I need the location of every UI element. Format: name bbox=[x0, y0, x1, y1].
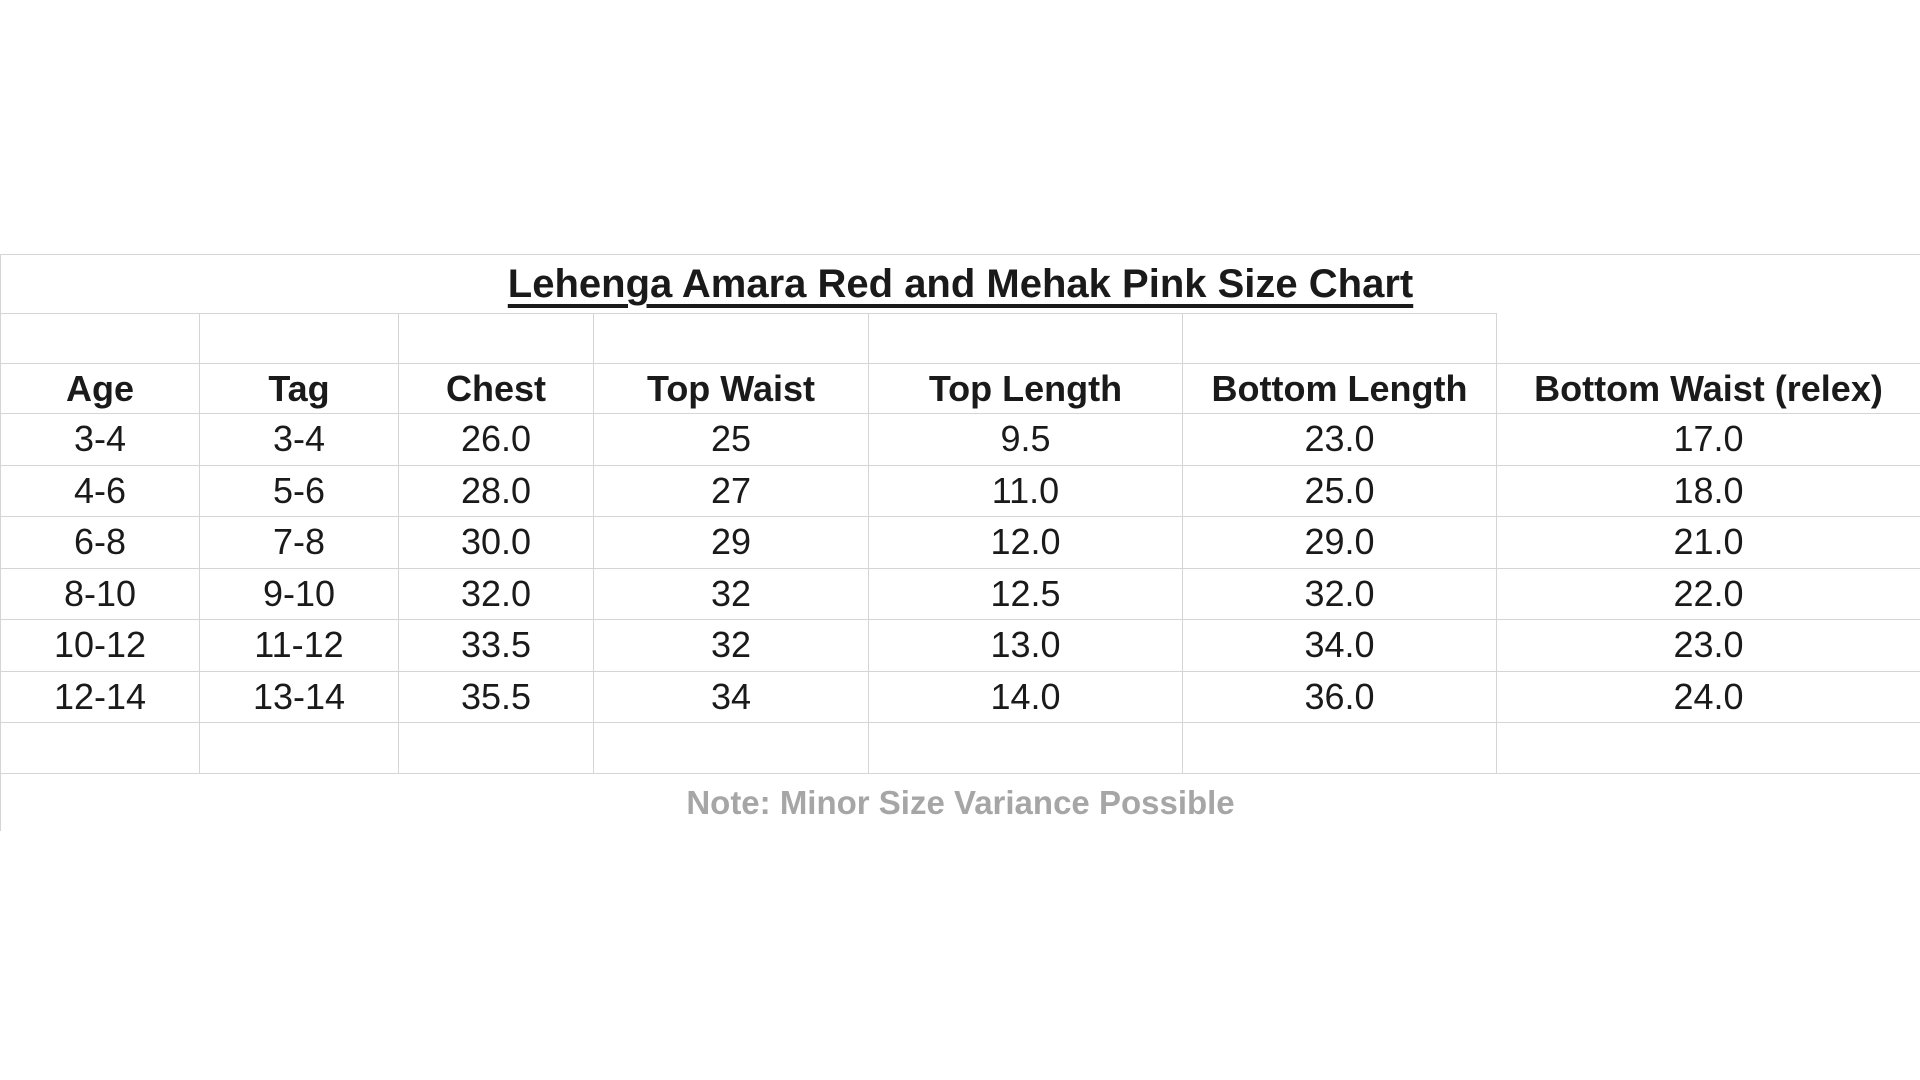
column-header: Top Waist bbox=[593, 363, 868, 413]
empty-cell bbox=[398, 313, 593, 363]
table-cell: 30.0 bbox=[398, 516, 593, 568]
column-header: Tag bbox=[199, 363, 398, 413]
table-title: Lehenga Amara Red and Mehak Pink Size Ch… bbox=[0, 255, 1920, 313]
table-cell: 25.0 bbox=[1182, 464, 1496, 516]
table-cell: 8-10 bbox=[0, 567, 199, 619]
table-cell: 25 bbox=[593, 413, 868, 465]
table-cell: 12.0 bbox=[868, 516, 1182, 568]
table-cell: 27 bbox=[593, 464, 868, 516]
table-cell: 4-6 bbox=[0, 464, 199, 516]
empty-cell bbox=[1182, 722, 1496, 773]
table-cell: 7-8 bbox=[199, 516, 398, 568]
empty-cell bbox=[199, 313, 398, 363]
table-cell: 12-14 bbox=[0, 670, 199, 722]
empty-cell bbox=[1496, 313, 1920, 363]
table-cell: 9.5 bbox=[868, 413, 1182, 465]
table-cell: 10-12 bbox=[0, 619, 199, 671]
table-cell: 32.0 bbox=[398, 567, 593, 619]
empty-cell bbox=[868, 722, 1182, 773]
table-cell: 28.0 bbox=[398, 464, 593, 516]
table-note: Note: Minor Size Variance Possible bbox=[0, 773, 1920, 831]
table-cell: 29.0 bbox=[1182, 516, 1496, 568]
table-cell: 32 bbox=[593, 567, 868, 619]
empty-cell bbox=[1182, 313, 1496, 363]
table-cell: 6-8 bbox=[0, 516, 199, 568]
column-header: Bottom Waist (relex) bbox=[1496, 363, 1920, 413]
table-cell: 18.0 bbox=[1496, 464, 1920, 516]
table-cell: 23.0 bbox=[1182, 413, 1496, 465]
empty-cell bbox=[1496, 722, 1920, 773]
table-cell: 36.0 bbox=[1182, 670, 1496, 722]
table-cell: 17.0 bbox=[1496, 413, 1920, 465]
table-cell: 22.0 bbox=[1496, 567, 1920, 619]
empty-cell bbox=[0, 722, 199, 773]
table-cell: 3-4 bbox=[199, 413, 398, 465]
table-cell: 29 bbox=[593, 516, 868, 568]
empty-cell bbox=[593, 313, 868, 363]
empty-cell bbox=[868, 313, 1182, 363]
table-cell: 34.0 bbox=[1182, 619, 1496, 671]
column-header: Chest bbox=[398, 363, 593, 413]
table-cell: 13.0 bbox=[868, 619, 1182, 671]
empty-cell bbox=[0, 313, 199, 363]
empty-cell bbox=[593, 722, 868, 773]
table-cell: 23.0 bbox=[1496, 619, 1920, 671]
column-header: Bottom Length bbox=[1182, 363, 1496, 413]
empty-cell bbox=[398, 722, 593, 773]
table-cell: 14.0 bbox=[868, 670, 1182, 722]
table-cell: 33.5 bbox=[398, 619, 593, 671]
column-header: Age bbox=[0, 363, 199, 413]
table-cell: 11.0 bbox=[868, 464, 1182, 516]
table-cell: 5-6 bbox=[199, 464, 398, 516]
table-cell: 13-14 bbox=[199, 670, 398, 722]
empty-cell bbox=[199, 722, 398, 773]
size-chart-table: Lehenga Amara Red and Mehak Pink Size Ch… bbox=[0, 254, 1920, 831]
table-cell: 12.5 bbox=[868, 567, 1182, 619]
table-cell: 35.5 bbox=[398, 670, 593, 722]
table-cell: 21.0 bbox=[1496, 516, 1920, 568]
table-cell: 9-10 bbox=[199, 567, 398, 619]
table-cell: 24.0 bbox=[1496, 670, 1920, 722]
column-header: Top Length bbox=[868, 363, 1182, 413]
table-cell: 34 bbox=[593, 670, 868, 722]
table-cell: 32 bbox=[593, 619, 868, 671]
table-cell: 26.0 bbox=[398, 413, 593, 465]
table-cell: 32.0 bbox=[1182, 567, 1496, 619]
table-cell: 11-12 bbox=[199, 619, 398, 671]
table-cell: 3-4 bbox=[0, 413, 199, 465]
